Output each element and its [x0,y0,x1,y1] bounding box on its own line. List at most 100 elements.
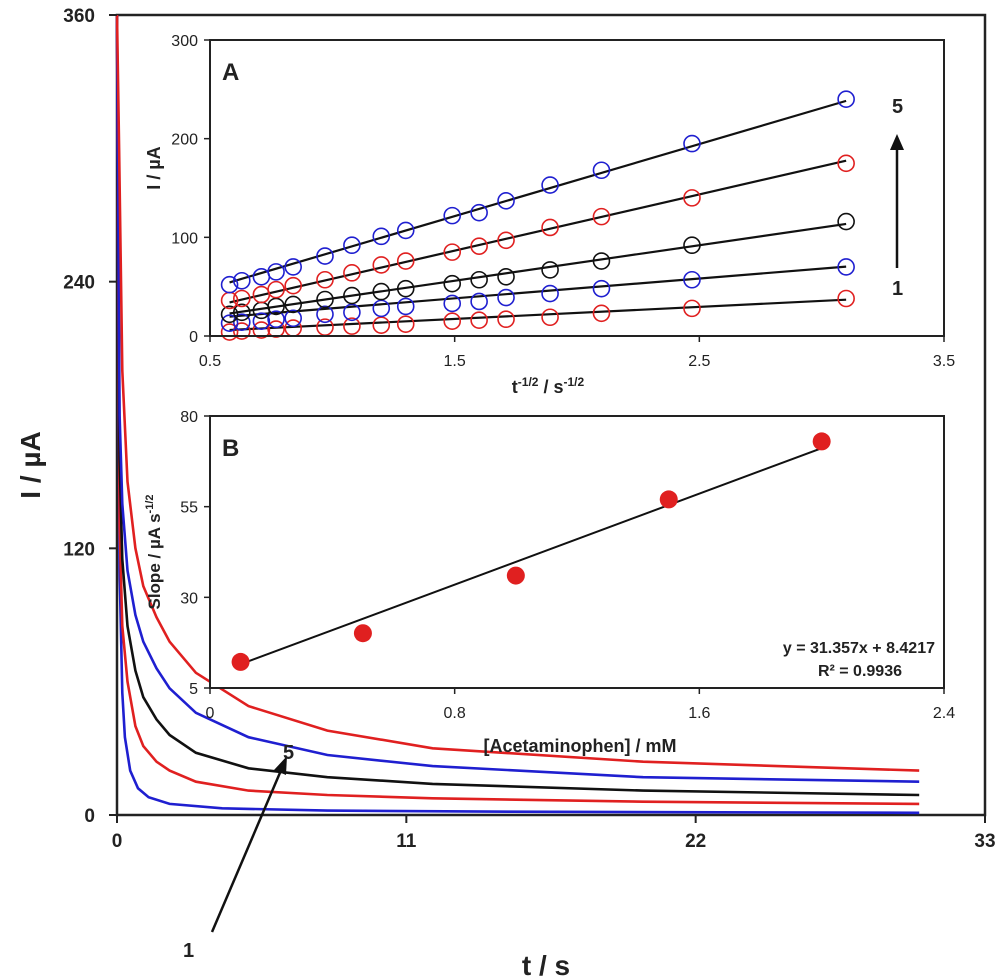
inset-a-point-s2-9 [396,297,415,316]
inset-b-x-axis-label: [Acetaminophen] / mM [483,736,676,756]
inset-a-y-tick-label-0: 0 [189,329,198,346]
inset-a-point-s3-16 [837,212,855,231]
main-curve-arrow [210,767,284,933]
inset-a-point-s1-7 [343,317,361,335]
inset-a-point-s2-2 [233,313,251,331]
inset-a-data [220,90,855,341]
inset-a-point-s5-14 [592,161,611,180]
inset-a-point-s2-10 [443,294,462,313]
main-series-curve-4 [115,14,920,783]
inset-a-plot-frame [209,39,945,337]
inset-a-point-s5-11 [470,203,488,222]
inset-a-point-s5-7 [343,236,361,255]
main-series-curve-1 [115,14,920,815]
inset-a-point-s2-1 [220,314,239,332]
inset-b-y-tick-label-3: 80 [180,409,198,426]
inset-a-x-tick-label-0: 0.5 [199,353,221,370]
inset-a-point-s2-11 [470,292,488,311]
inset-a-point-s1-4 [267,320,285,338]
main-y-axis-label: I / µA [15,431,46,498]
main-y-tick-label-2: 240 [63,273,95,294]
inset-b-equation: y = 31.357x + 8.4217 [783,640,935,657]
inset-a-point-s5-9 [396,221,415,240]
inset-a-y-tick-label-3: 300 [171,33,198,50]
inset-a-annotation-top: 5 [892,96,903,118]
inset-a-point-s3-12 [497,267,515,286]
inset-b-fit-line [240,447,823,666]
inset-a-point-s2-6 [316,305,334,324]
inset-b-point-1 [231,652,250,671]
inset-a-point-s4-15 [683,189,701,207]
inset-a-point-s1-14 [592,304,611,323]
inset-a-point-s3-14 [592,252,611,270]
inset-a-point-s3-15 [683,236,701,255]
inset-a-y-tick-label-1: 100 [171,230,198,247]
main-x-tick-label-3: 33 [974,831,995,852]
inset-a-point-s3-5 [284,295,302,314]
inset-a-point-s1-13 [541,308,559,327]
inset-a-point-s5-5 [284,258,302,276]
inset-a-point-s5-4 [267,263,285,281]
main-series-curve-3 [115,14,920,797]
inset-a-point-s5-8 [372,227,391,246]
inset-a-x-axis-label: t-1/2 / s-1/2 [512,375,585,397]
inset-a-point-s5-6 [316,247,334,265]
inset-b-y-axis-label: Slope / µA s-1/2 [144,494,164,609]
main-series-curve-5 [115,14,920,772]
inset-a-point-s4-7 [343,264,361,282]
inset-a-point-s3-1 [220,305,239,324]
inset-a-point-s4-14 [592,207,611,226]
main-x-tick-label-0: 0 [112,831,123,852]
main-curve-arrowhead [274,756,287,775]
inset-b-y-tick-label-1: 30 [180,590,198,607]
inset-b-y-label-main: Slope / µA s [145,513,164,609]
inset-a-x-label-sup2: -1/2 [564,375,585,389]
main-x-tick-label-2: 22 [685,831,706,852]
inset-a-point-s3-8 [372,282,391,301]
inset-b-point-2 [353,624,372,643]
inset-a-point-s1-16 [837,289,855,308]
inset-b-data [231,432,831,671]
inset-a-point-s5-16 [837,90,855,108]
inset-a-point-s5-15 [683,134,701,153]
inset-b-x-tick-label-1: 0.8 [444,705,466,722]
inset-a-point-s3-9 [396,279,415,298]
inset-a-point-s2-16 [837,258,855,276]
main-plot-frame [115,13,987,817]
inset-a-series-arrowhead [890,134,904,150]
inset-a-point-s4-10 [443,243,462,261]
inset-a-point-s2-13 [541,284,559,303]
inset-b-plot-frame [209,415,945,689]
inset-a-point-s3-13 [541,261,559,279]
main-annotation-start: 1 [183,940,194,962]
inset-a-x-label-mid: / s [538,377,563,397]
inset-a-point-s5-13 [541,176,559,194]
inset-a-background [210,40,944,336]
main-x-axis-label: t / s [522,950,570,980]
inset-a-point-s3-11 [470,270,488,289]
inset-b-r-squared: R² = 0.9936 [818,663,902,680]
main-y-tick-label-1: 120 [63,539,95,560]
main-x-tick-label-1: 11 [396,831,417,852]
inset-a-point-s1-1 [220,323,239,341]
inset-a-point-s4-9 [396,252,415,270]
inset-a-x-tick-label-3: 3.5 [933,353,955,370]
inset-b-point-3 [506,566,525,585]
inset-b-x-tick-label-0: 0 [206,705,215,722]
inset-a-point-s2-14 [592,279,611,298]
inset-a-point-s4-11 [470,237,488,256]
inset-a-x-label-main: t [512,377,518,397]
main-series-curve-2 [115,14,920,806]
inset-a-point-s3-10 [443,274,462,293]
inset-a-panel-label: A [222,59,239,86]
main-annotation-end: 5 [283,742,294,764]
inset-b-axis-ticks: 0 0.8 1.6 2.4 5 30 55 80 [180,409,955,722]
inset-a-point-s2-12 [497,288,515,307]
inset-a-point-s4-2 [233,289,251,308]
inset-a-y-axis-label: I / µA [144,146,164,189]
inset-b-y-tick-label-2: 55 [180,500,198,517]
inset-a-point-s1-15 [683,299,701,318]
main-y-tick-label-3: 360 [63,6,95,27]
inset-a-point-s5-2 [233,271,251,290]
